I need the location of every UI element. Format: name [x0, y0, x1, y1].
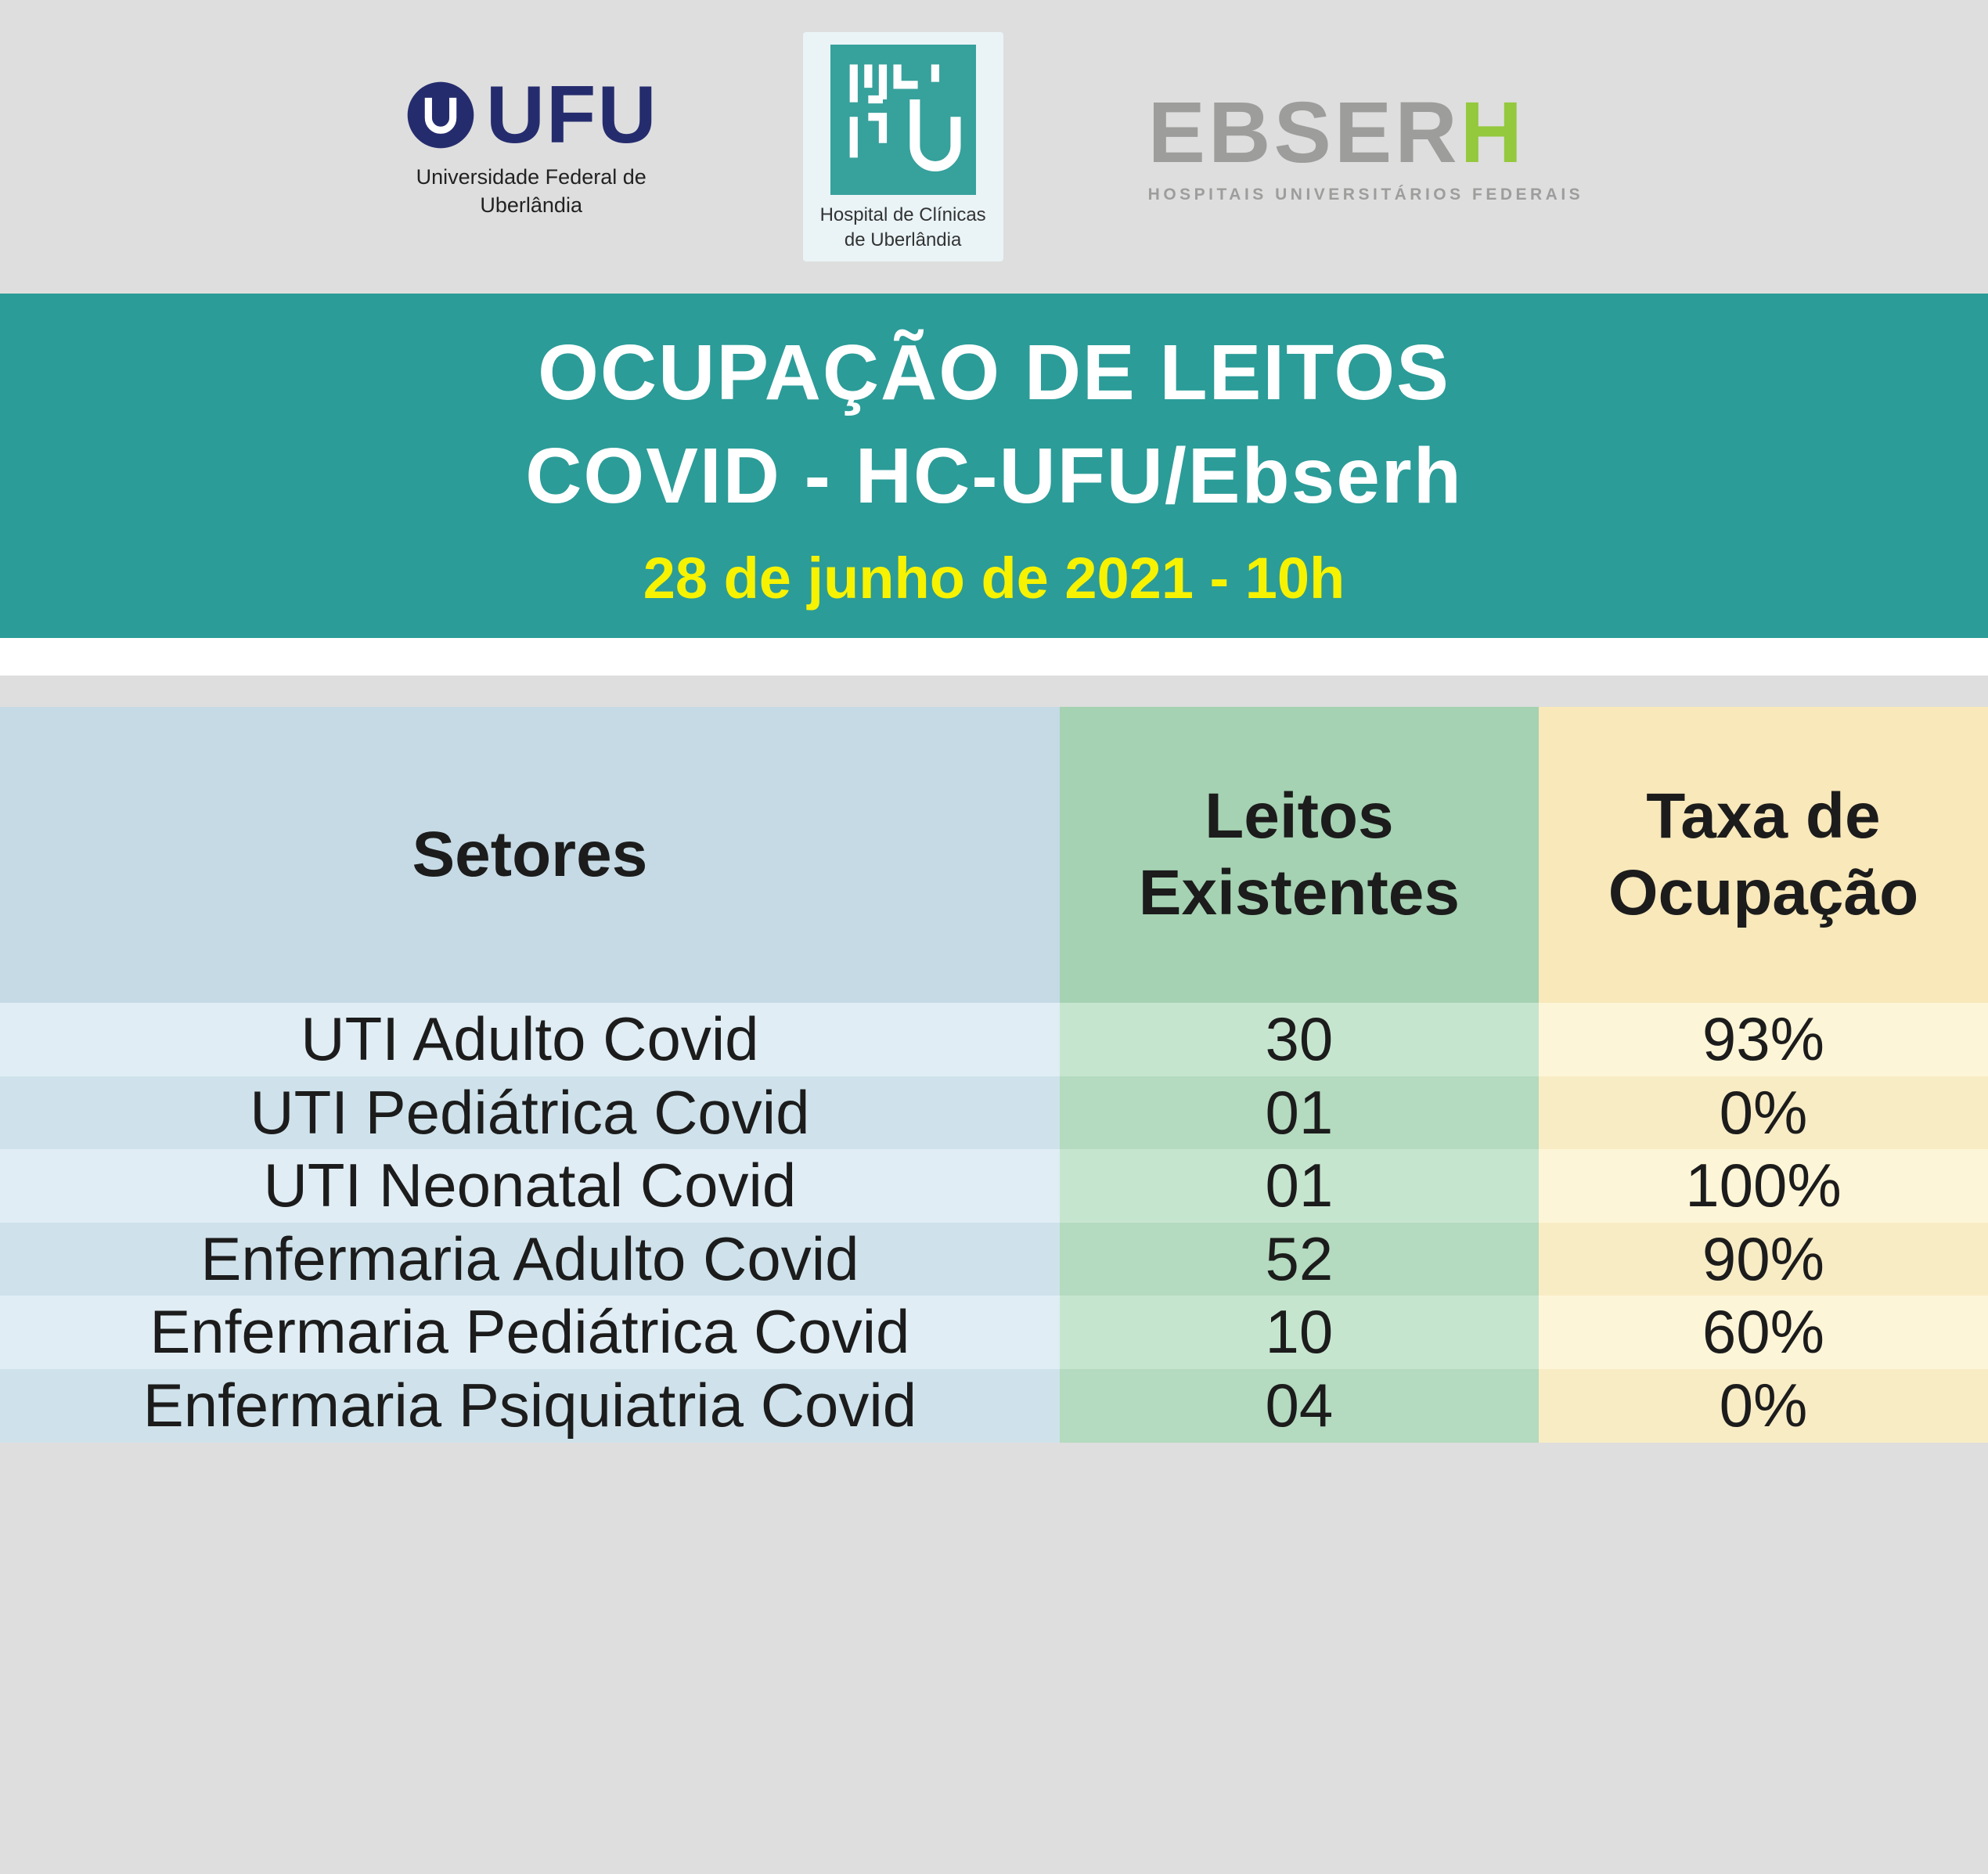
cell-setor: UTI Pediátrica Covid — [0, 1076, 1060, 1150]
ufu-caption-line1: Universidade Federal de — [416, 165, 646, 189]
cell-leitos-existentes: 10 — [1059, 1296, 1539, 1369]
column-header-taxa-ocupacao: Taxa de Ocupação — [1538, 707, 1988, 1003]
cell-setor: UTI Adulto Covid — [0, 1003, 1060, 1076]
cell-leitos-existentes: 04 — [1059, 1368, 1539, 1443]
banner-title-line2: COVID - HC-UFU/Ebserh — [525, 431, 1463, 520]
cell-setor: Enfermaria Psiquiatria Covid — [0, 1368, 1060, 1443]
ebserh-wordmark: EBSERH — [1148, 89, 1525, 176]
table-row: Enfermaria Pediátrica Covid 10 60% — [0, 1296, 1988, 1369]
hc-logo: Hospital de Clínicas de Uberlândia — [802, 32, 1003, 261]
hc-caption-line2: de Uberlândia — [844, 229, 962, 250]
cell-leitos-existentes: 01 — [1059, 1149, 1539, 1223]
cell-taxa-ocupacao: 0% — [1538, 1368, 1988, 1443]
occupancy-table: Setores Leitos Existentes Taxa de Ocupaç… — [0, 707, 1988, 1874]
hc-hospital-icon — [830, 45, 976, 196]
logo-band: UFU Universidade Federal de Uberlândia — [0, 0, 1988, 294]
ufu-caption-line2: Uberlândia — [480, 193, 582, 217]
cell-taxa-ocupacao: 93% — [1538, 1003, 1988, 1076]
ufu-university-icon — [407, 82, 474, 149]
table-body: UTI Adulto Covid 30 93% UTI Pediátrica C… — [0, 1003, 1988, 1443]
white-divider — [0, 638, 1988, 676]
ebserh-caption: HOSPITAIS UNIVERSITÁRIOS FEDERAIS — [1147, 185, 1584, 204]
column-header-leitos-existentes: Leitos Existentes — [1059, 707, 1539, 1003]
banner-date: 28 de junho de 2021 - 10h — [643, 545, 1345, 611]
hc-caption: Hospital de Clínicas de Uberlândia — [820, 203, 986, 251]
cell-setor: UTI Neonatal Covid — [0, 1149, 1060, 1223]
cell-leitos-existentes: 01 — [1059, 1076, 1539, 1150]
cell-setor: Enfermaria Pediátrica Covid — [0, 1296, 1060, 1369]
ufu-logo: UFU Universidade Federal de Uberlândia — [405, 74, 658, 218]
column-header-leitos-line2: Existentes — [1138, 857, 1460, 928]
ufu-wordmark: UFU — [485, 70, 658, 161]
ebserh-wordmark-gray: EBSER — [1147, 84, 1460, 181]
banner-title-line1: OCUPAÇÃO DE LEITOS — [538, 328, 1450, 416]
column-header-taxa-line1: Taxa de — [1646, 780, 1881, 852]
table-row: UTI Adulto Covid 30 93% — [0, 1003, 1988, 1076]
column-header-taxa-line2: Ocupação — [1608, 857, 1919, 928]
cell-setor: Enfermaria Adulto Covid — [0, 1222, 1060, 1296]
ebserh-logo: EBSERH HOSPITAIS UNIVERSITÁRIOS FEDERAIS — [1147, 89, 1584, 204]
cell-leitos-existentes: 52 — [1059, 1222, 1539, 1296]
ebserh-wordmark-green: H — [1460, 84, 1526, 181]
column-header-setores-label: Setores — [412, 818, 648, 890]
gray-divider — [0, 676, 1988, 707]
table-row: Enfermaria Psiquiatria Covid 04 0% — [0, 1368, 1988, 1443]
table-row: UTI Neonatal Covid 01 100% — [0, 1149, 1988, 1223]
title-banner: OCUPAÇÃO DE LEITOS COVID - HC-UFU/Ebserh… — [0, 294, 1988, 638]
ufu-caption: Universidade Federal de Uberlândia — [416, 164, 646, 218]
table-row: Enfermaria Adulto Covid 52 90% — [0, 1222, 1988, 1296]
table-row: UTI Pediátrica Covid 01 0% — [0, 1076, 1988, 1150]
ufu-wordmark-row: UFU — [405, 74, 658, 156]
cell-taxa-ocupacao: 60% — [1538, 1296, 1988, 1369]
table-header-row: Setores Leitos Existentes Taxa de Ocupaç… — [0, 707, 1988, 1003]
cell-taxa-ocupacao: 90% — [1538, 1222, 1988, 1296]
cell-leitos-existentes: 30 — [1059, 1003, 1539, 1076]
column-header-leitos-line1: Leitos — [1205, 780, 1394, 852]
cell-taxa-ocupacao: 100% — [1538, 1149, 1988, 1223]
column-header-setores: Setores — [0, 707, 1060, 1003]
cell-taxa-ocupacao: 0% — [1538, 1076, 1988, 1150]
hc-caption-line1: Hospital de Clínicas — [819, 204, 986, 226]
